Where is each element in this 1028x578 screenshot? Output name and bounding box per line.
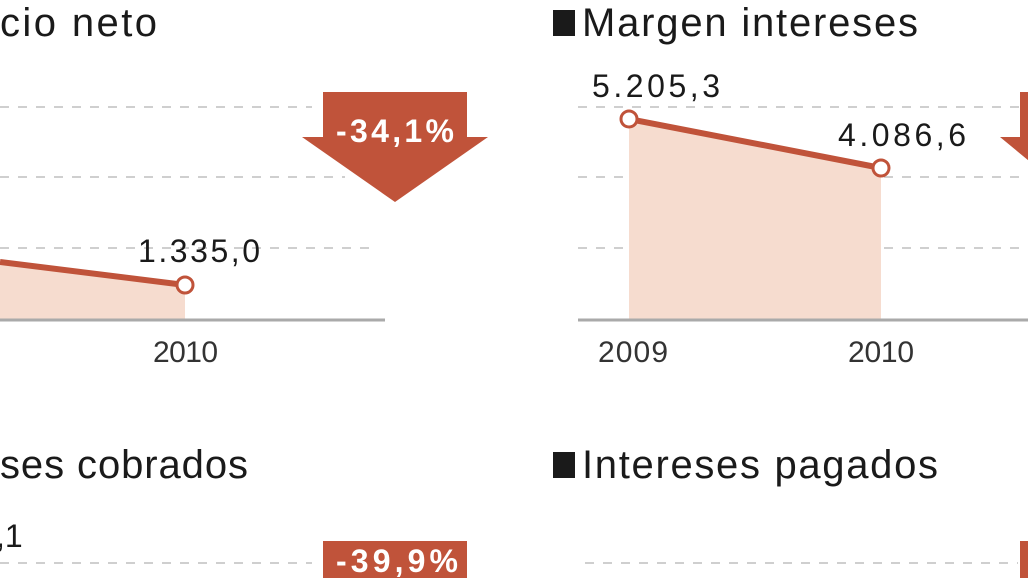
- chart-title: ses cobrados: [0, 443, 248, 487]
- series-line: [628, 116, 882, 171]
- x-tick-label: 2009: [598, 336, 668, 369]
- data-label: ,1: [0, 518, 23, 554]
- panel-margen-intereses: Margen intereses 5.205,3 4.086,6 2009 20…: [553, 1, 1028, 369]
- change-label: -39,9%: [336, 543, 458, 578]
- down-arrow-icon: [1020, 541, 1028, 578]
- area-fill: [0, 262, 185, 320]
- area-fill: [629, 119, 881, 320]
- data-label: 5.205,3: [592, 68, 720, 104]
- chart-title: cio neto: [0, 1, 157, 45]
- bullet-square-icon: [553, 10, 575, 36]
- data-point-2010: [871, 158, 891, 178]
- x-tick-label: 2010: [848, 336, 914, 369]
- down-arrow-icon: [302, 92, 488, 202]
- chart-title: Margen intereses: [582, 1, 918, 45]
- panel-intereses-pagados: Intereses pagados: [553, 443, 1028, 578]
- bullet-square-icon: [553, 452, 575, 478]
- change-label: -34,1%: [336, 113, 454, 149]
- x-tick-label: 2010: [153, 336, 218, 369]
- series-line: [0, 259, 186, 288]
- chart-title: Intereses pagados: [582, 443, 938, 487]
- down-arrow-icon: [323, 541, 467, 578]
- panel-intereses-cobrados: ses cobrados ,1 -39,9%: [0, 443, 467, 578]
- data-point-2010: [175, 275, 195, 295]
- data-label: 1.335,0: [138, 233, 260, 269]
- panel-beneficio-neto: cio neto 1.335,0 2010 -34,1%: [0, 1, 488, 369]
- data-point-2009: [619, 109, 639, 129]
- down-arrow-icon: [1000, 92, 1028, 161]
- data-label: 4.086,6: [838, 117, 966, 153]
